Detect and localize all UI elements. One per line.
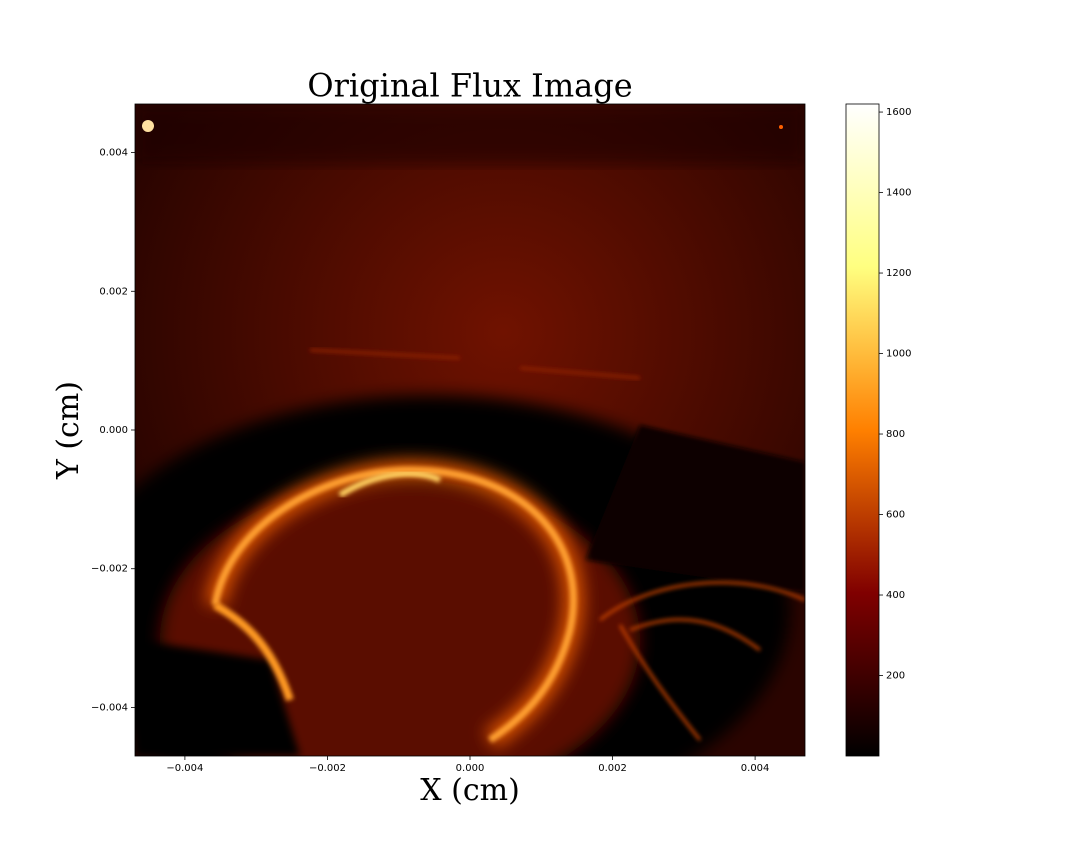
chart-title: Original Flux Image [307, 67, 632, 105]
y-tick-label: 0.004 [99, 148, 128, 159]
x-tick-label: −0.002 [309, 763, 346, 774]
x-tick-label: 0.002 [598, 763, 627, 774]
y-tick-label: −0.002 [91, 564, 128, 575]
y-tick-label: −0.004 [91, 702, 128, 713]
y-axis-label: Y (cm) [51, 381, 86, 480]
x-tick-label: −0.004 [166, 763, 203, 774]
colorbar-tick-label: 200 [886, 671, 905, 682]
heatmap-image [135, 104, 805, 756]
colorbar [845, 103, 880, 757]
colorbar-tick-label: 400 [886, 590, 905, 601]
colorbar-tick-label: 1000 [886, 349, 911, 360]
colorbar-tick-label: 800 [886, 429, 905, 440]
colorbar-tick-label: 1600 [886, 107, 911, 118]
x-tick-label: 0.000 [456, 763, 485, 774]
y-tick-label: 0.000 [99, 425, 128, 436]
colorbar-tick-label: 600 [886, 510, 905, 521]
x-tick-label: 0.004 [741, 763, 770, 774]
colorbar-tick-label: 1400 [886, 188, 911, 199]
colorbar-tick-label: 1200 [886, 268, 911, 279]
x-axis-label: X (cm) [420, 773, 520, 808]
y-tick-label: 0.002 [99, 286, 128, 297]
